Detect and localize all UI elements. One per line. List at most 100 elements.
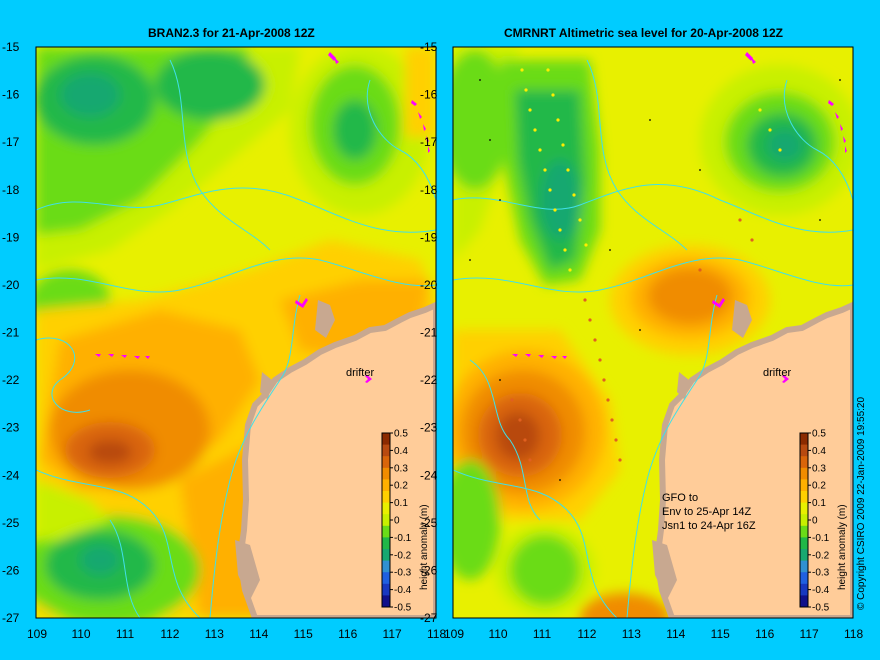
left-colorbar-swatch bbox=[382, 502, 390, 515]
left-lon-tick-label: 110 bbox=[71, 627, 90, 641]
left-colorbar-tick-label: 0.1 bbox=[394, 498, 408, 509]
left-panel-title: BRAN2.3 for 21-Apr-2008 12Z bbox=[148, 26, 315, 40]
right-lon-tick-label: 111 bbox=[533, 627, 552, 641]
right-drifter-tracks bbox=[512, 52, 847, 383]
left-colorbar-tick-label: 0.4 bbox=[394, 446, 408, 457]
left-lon-tick-label: 113 bbox=[205, 627, 224, 641]
right-lat-tick-label: -20 bbox=[420, 278, 438, 292]
left-lat-tick-label: -18 bbox=[2, 183, 20, 197]
left-lat-tick-label: -22 bbox=[2, 373, 20, 387]
right-lat-tick-label: -24 bbox=[420, 468, 438, 482]
right-colorbar-swatch bbox=[800, 491, 808, 504]
left-colorbar-tick-label: -0.4 bbox=[394, 585, 412, 596]
right-colorbar-tick-label: 0 bbox=[812, 516, 818, 527]
right-contours bbox=[453, 59, 853, 618]
left-colorbar-swatch bbox=[382, 467, 390, 480]
left-lon-tick-label: 109 bbox=[27, 627, 47, 641]
left-map: drifter bbox=[36, 47, 436, 618]
right-colorbar-tick-label: 0.2 bbox=[812, 481, 826, 492]
satellite-note: GFO to Env to 25-Apr 14Z Jsn1 to 24-Apr … bbox=[662, 492, 756, 532]
left-colorbar-swatch bbox=[382, 456, 390, 469]
left-colorbar-tick-label: -0.2 bbox=[394, 550, 412, 561]
right-colorbar-tick-label: -0.2 bbox=[812, 550, 830, 561]
left-colorbar-tick-label: 0.5 bbox=[394, 429, 408, 440]
left-colorbar-swatch bbox=[382, 572, 390, 585]
left-colorbar-swatch bbox=[382, 537, 390, 550]
y-axis-labels: -15 -15 -16 -16 -17 -17 -18 -18 -19 -19 -20 -20 -21 -… bbox=[2, 40, 438, 625]
right-lon-tick-label: 112 bbox=[577, 627, 596, 641]
right-lat-tick-label: -23 bbox=[420, 421, 438, 435]
left-lon-tick-label: 114 bbox=[249, 627, 268, 641]
right-colorbar-swatch bbox=[800, 560, 808, 573]
right-lon-tick-label: 110 bbox=[488, 627, 507, 641]
right-lon-tick-label: 109 bbox=[444, 627, 464, 641]
right-colorbar-swatch bbox=[800, 537, 808, 550]
left-colorbar-tick-label: -0.1 bbox=[394, 533, 412, 544]
right-colorbar: 0.5 0.4 0.3 0.2 0.1 0 -0.1 -0.2 -0.3 -0.4 -0.5 hei… bbox=[799, 429, 848, 614]
left-lat-tick-label: -26 bbox=[2, 563, 20, 577]
right-lon-tick-label: 115 bbox=[711, 627, 730, 641]
left-colorbar-title: height anomaly (m) bbox=[419, 504, 430, 590]
left-lat-tick-label: -23 bbox=[2, 421, 20, 435]
left-colorbar-tick-label: 0 bbox=[394, 516, 400, 527]
right-lat-tick-label: -16 bbox=[420, 88, 438, 102]
left-lat-tick-label: -25 bbox=[2, 516, 20, 530]
copyright-notice: © Copyright CSIRO 2009 22-Jan-2009 19:55… bbox=[856, 397, 867, 610]
right-lon-tick-label: 116 bbox=[755, 627, 774, 641]
left-colorbar-swatch bbox=[382, 479, 390, 492]
left-colorbar-swatch bbox=[382, 560, 390, 573]
left-lat-tick-label: -15 bbox=[2, 40, 20, 54]
left-colorbar-tick-label: 0.2 bbox=[394, 481, 408, 492]
left-colorbar-swatch bbox=[382, 525, 390, 538]
right-map-frame bbox=[452, 46, 854, 619]
right-colorbar-swatch bbox=[800, 433, 808, 446]
right-lon-tick-label: 117 bbox=[800, 627, 819, 641]
left-colorbar: 0.5 0.4 0.3 0.2 0.1 0 -0.1 -0.2 -0.3 -0.4 -0.5 hei… bbox=[381, 429, 430, 614]
left-lat-tick-label: -20 bbox=[2, 278, 20, 292]
left-contours bbox=[36, 59, 436, 618]
left-lat-tick-label: -19 bbox=[2, 230, 20, 244]
right-lon-tick-label: 114 bbox=[666, 627, 685, 641]
left-colorbar-swatch bbox=[382, 595, 390, 608]
left-lon-tick-label: 112 bbox=[160, 627, 179, 641]
right-colorbar-tick-label: -0.3 bbox=[812, 568, 830, 579]
left-lon-tick-label: 117 bbox=[383, 627, 402, 641]
left-colorbar-swatch bbox=[382, 583, 390, 596]
right-colorbar-tick-label: 0.4 bbox=[812, 446, 826, 457]
left-map-frame bbox=[35, 46, 437, 619]
right-colorbar-swatch bbox=[800, 479, 808, 492]
right-colorbar-swatch bbox=[800, 572, 808, 585]
left-lon-tick-label: 115 bbox=[294, 627, 313, 641]
right-drifter-label: drifter bbox=[763, 367, 791, 379]
right-satellite-tracks bbox=[469, 68, 841, 481]
right-lat-tick-label: -19 bbox=[420, 230, 438, 244]
right-colorbar-swatch bbox=[800, 456, 808, 469]
right-lat-tick-label: -17 bbox=[420, 135, 438, 149]
right-lat-tick-label: -25 bbox=[420, 516, 438, 530]
left-colorbar-swatch bbox=[382, 433, 390, 446]
left-lat-tick-label: -16 bbox=[2, 88, 20, 102]
left-lon-tick-label: 111 bbox=[116, 627, 135, 641]
right-colorbar-swatch bbox=[800, 595, 808, 608]
left-colorbar-tick-label: 0.3 bbox=[394, 463, 408, 474]
right-colorbar-tick-label: 0.1 bbox=[812, 498, 826, 509]
right-panel-title: CMRNRT Altimetric sea level for 20-Apr-2… bbox=[504, 26, 783, 40]
right-colorbar-tick-label: -0.1 bbox=[812, 533, 830, 544]
left-lat-tick-label: -24 bbox=[2, 468, 20, 482]
left-lat-tick-label: -27 bbox=[2, 611, 20, 625]
right-lat-tick-label: -26 bbox=[420, 563, 438, 577]
right-lat-tick-label: -22 bbox=[420, 373, 438, 387]
right-colorbar-tick-label: -0.5 bbox=[812, 603, 830, 614]
right-map: drifter bbox=[453, 47, 853, 618]
left-lat-tick-label: -21 bbox=[2, 326, 20, 340]
right-lat-tick-label: -15 bbox=[420, 40, 438, 54]
left-drifter-tracks bbox=[95, 52, 430, 383]
right-colorbar-swatch bbox=[800, 583, 808, 596]
right-colorbar-title: height anomaly (m) bbox=[837, 504, 848, 590]
left-colorbar-swatch bbox=[382, 549, 390, 562]
right-colorbar-tick-label: -0.4 bbox=[812, 585, 830, 596]
left-anomaly-field bbox=[36, 47, 436, 618]
right-colorbar-tick-label: 0.5 bbox=[812, 429, 826, 440]
